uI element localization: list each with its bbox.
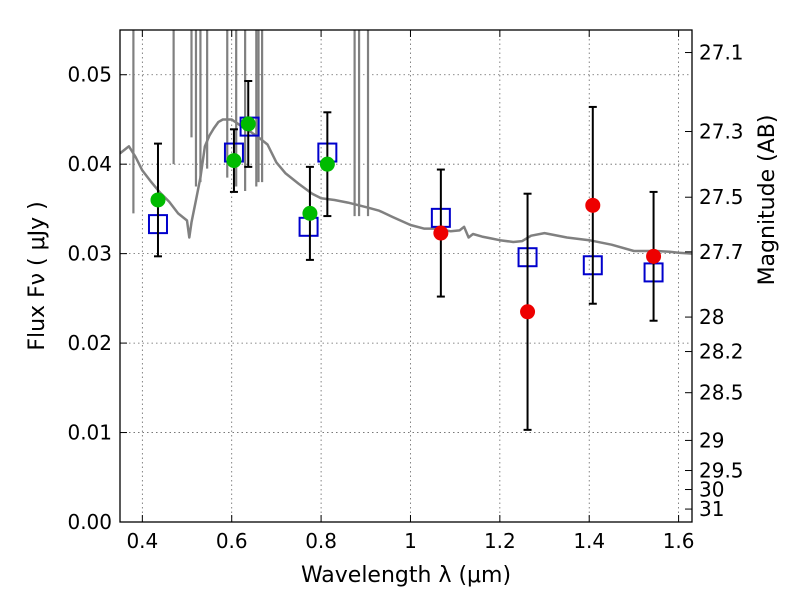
- observed-flux-point: [433, 225, 449, 241]
- x-tick-label: 1.6: [663, 529, 695, 553]
- observed-flux-point: [319, 156, 335, 172]
- axis-ticks: 0.4 0.6 0.8 1 1.2 1.4 1.6 0.00 0.01 0.02 0.03 0.04 0…: [67, 30, 744, 553]
- magnitude-tick-label: 30: [699, 478, 724, 502]
- x-tick-label: 0.4: [126, 529, 158, 553]
- observed-flux-point: [646, 248, 662, 264]
- y-axis-right-label: Magnitude (AB): [755, 115, 780, 286]
- observed-flux-point: [302, 205, 318, 221]
- data-points: [147, 79, 664, 431]
- observed-flux-point: [240, 116, 256, 132]
- magnitude-tick-label: 27.1: [699, 41, 744, 65]
- model-sed-line: [120, 118, 692, 255]
- y-tick-label: 0.01: [67, 421, 112, 445]
- x-tick-label: 0.8: [305, 529, 337, 553]
- magnitude-tick-label: 31: [699, 497, 724, 521]
- x-tick-label: 1.2: [484, 529, 516, 553]
- y-tick-label: 0.02: [67, 331, 112, 355]
- magnitude-tick-label: 29.5: [699, 459, 744, 483]
- observed-flux-point: [585, 197, 601, 213]
- magnitude-tick-label: 28.5: [699, 381, 744, 405]
- observed-flux-point: [150, 192, 166, 208]
- x-tick-label: 1: [404, 529, 417, 553]
- y-axis-label: Flux Fν ( μJy ): [25, 201, 50, 350]
- observed-flux-point: [520, 304, 536, 320]
- x-axis-label: Wavelength λ (μm): [301, 563, 511, 588]
- plot-frame: [119, 29, 693, 523]
- magnitude-tick-label: 28.2: [699, 340, 744, 364]
- magnitude-tick-label: 27.3: [699, 120, 744, 144]
- x-tick-label: 1.4: [573, 529, 605, 553]
- magnitude-tick-label: 27.5: [699, 185, 744, 209]
- y-tick-label: 0.00: [67, 510, 112, 534]
- y-tick-label: 0.04: [67, 152, 112, 176]
- grid: [120, 30, 692, 523]
- x-tick-label: 0.6: [216, 529, 248, 553]
- model-sed: [120, 30, 692, 255]
- y-tick-label: 0.05: [67, 63, 112, 87]
- magnitude-tick-label: 27.7: [699, 240, 744, 264]
- magnitude-tick-label: 29: [699, 428, 724, 452]
- y-tick-label: 0.03: [67, 242, 112, 266]
- magnitude-tick-label: 28: [699, 305, 724, 329]
- observed-flux-point: [226, 153, 242, 169]
